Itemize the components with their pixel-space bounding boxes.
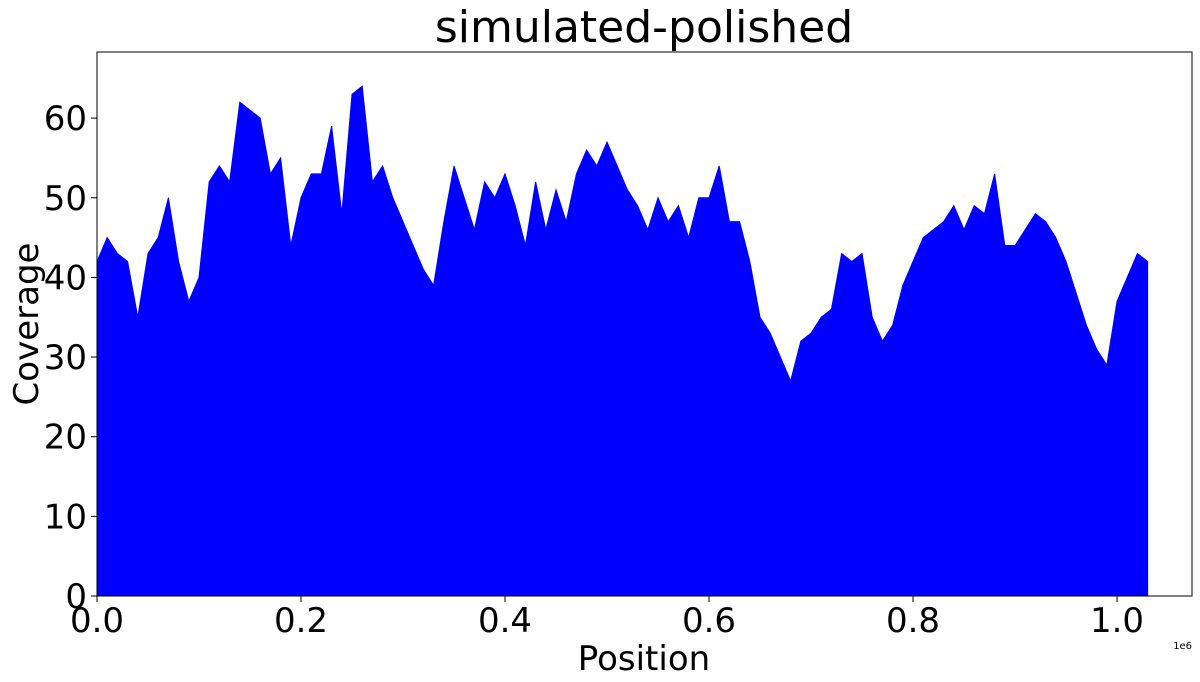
y-tick-label: 10 <box>44 497 87 537</box>
coverage-area <box>96 85 1149 597</box>
x-offset-label: 1e6 <box>1173 641 1192 652</box>
y-tick-label: 20 <box>44 418 87 458</box>
plot-frame <box>96 51 1193 597</box>
y-tick-label: 30 <box>44 338 87 378</box>
x-tick-label: 1.0 <box>1090 601 1144 641</box>
x-tick-label: 0.6 <box>682 601 736 641</box>
x-tick-label: 0.2 <box>274 601 328 641</box>
y-tick-label: 60 <box>44 99 87 139</box>
x-tick-label: 0.8 <box>886 601 940 641</box>
y-tick-label: 0 <box>65 577 87 617</box>
x-tick-label: 0.4 <box>478 601 532 641</box>
y-tick-label: 40 <box>44 258 87 298</box>
y-axis-label: Coverage <box>7 243 47 406</box>
x-axis-label: Position <box>578 639 710 679</box>
y-tick-label: 50 <box>44 179 87 219</box>
chart-title: simulated-polished <box>435 2 853 53</box>
x-tick-label: 0.0 <box>70 601 124 641</box>
